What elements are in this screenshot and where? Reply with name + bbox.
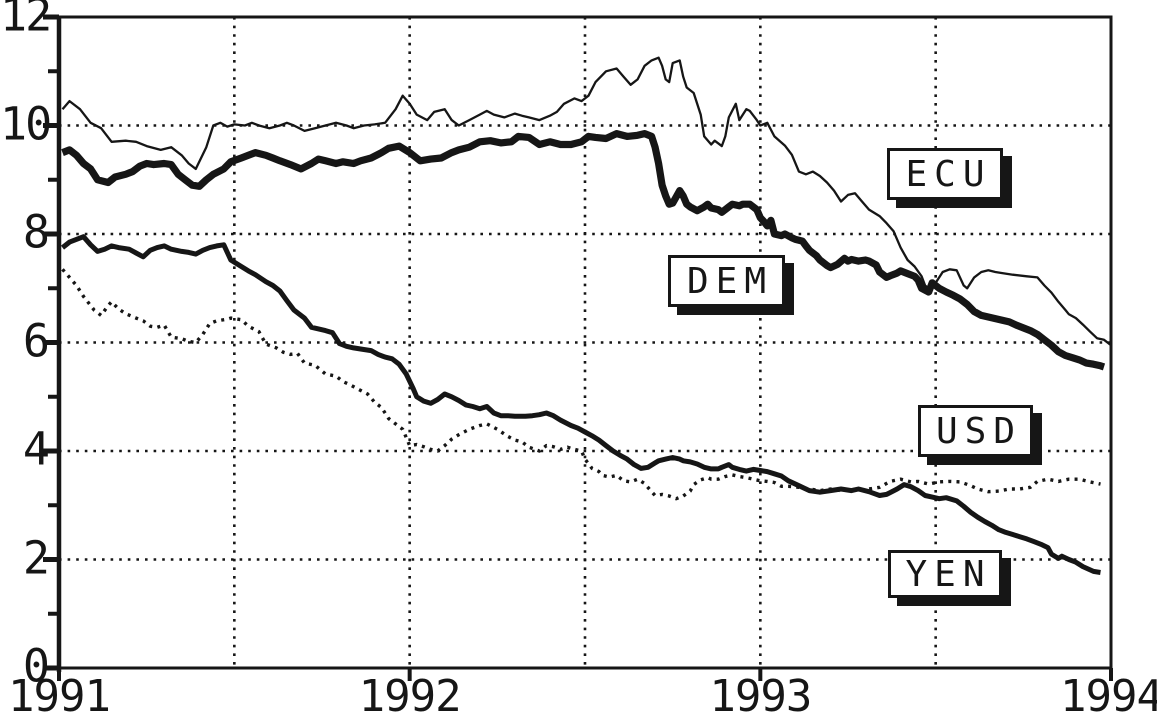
x-axis-tick-label: 1992	[358, 671, 462, 722]
series-label-usd-text: USD	[935, 410, 1023, 452]
series-label-dem: DEM	[668, 255, 785, 307]
series-label-yen: YEN	[888, 550, 1002, 598]
y-axis-tick-label: 8	[22, 205, 50, 259]
series-label-dem-text: DEM	[686, 260, 774, 302]
y-axis-tick-label: 2	[22, 531, 50, 585]
y-axis-tick-label: 0	[22, 639, 50, 693]
y-axis-tick-label: 12	[0, 0, 52, 42]
x-axis-tick-label: 1991	[8, 671, 111, 722]
series-line-ecu	[61, 56, 1112, 347]
series-line-yen	[60, 234, 1101, 575]
series-line-dem	[61, 130, 1106, 371]
y-axis-tick-label: 6	[22, 314, 50, 368]
x-axis-tick-label: 1993	[709, 671, 812, 722]
y-axis-tick-label: 4	[22, 422, 50, 476]
series-line-usd	[61, 268, 1101, 501]
series-label-ecu-text: ECU	[905, 153, 992, 195]
series-label-ecu: ECU	[887, 148, 1003, 200]
series-label-yen-text: YEN	[905, 553, 992, 595]
y-axis-tick-label: 10	[0, 97, 52, 151]
series-label-usd: USD	[918, 405, 1033, 457]
x-axis-tick-label: 1994	[1060, 671, 1157, 722]
